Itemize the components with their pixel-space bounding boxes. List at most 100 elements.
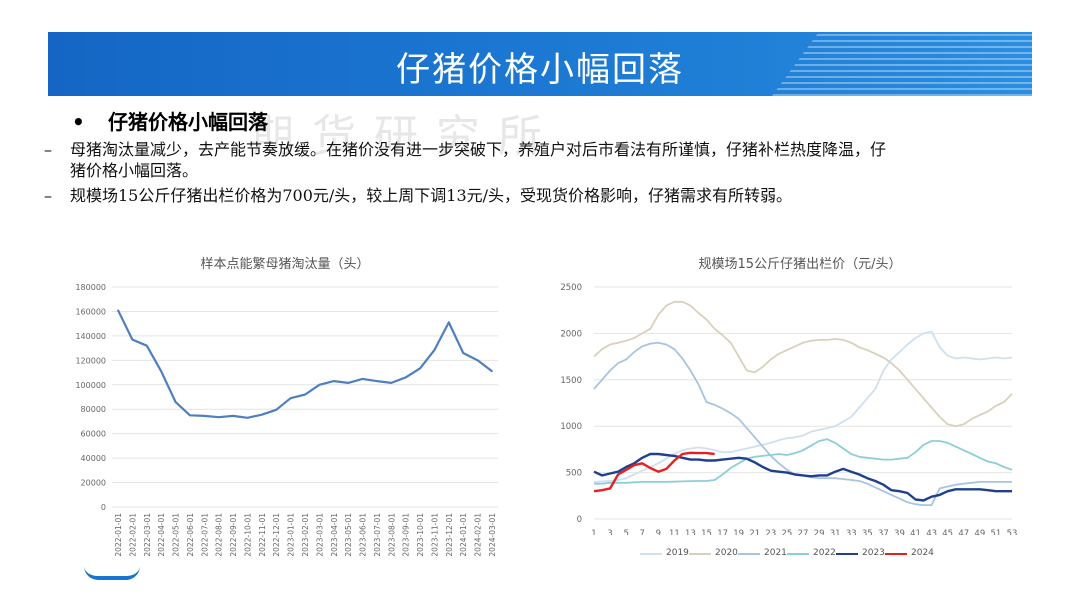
x-tick-label: 2022-05-01 [172, 513, 181, 557]
data-point [275, 409, 278, 411]
y-tick-label: 2000 [560, 329, 582, 339]
x-tick-label: 13 [685, 529, 696, 535]
data-point [332, 380, 335, 382]
logo-arc [84, 566, 140, 580]
data-point [404, 376, 407, 379]
x-tick-label: 9 [656, 529, 661, 535]
data-point [203, 415, 206, 417]
x-tick-label: 47 [958, 529, 969, 535]
x-tick-label: 29 [814, 529, 825, 535]
x-tick-label: 2024-03-01 [488, 513, 497, 557]
x-tick-label: 2023-03-01 [315, 513, 324, 557]
x-tick-label: 2023-04-01 [330, 513, 339, 557]
bullet-heading: • 仔猪价格小幅回落 [72, 108, 972, 136]
dash-marker: – [44, 186, 52, 205]
x-tick-label: 2022-11-01 [258, 513, 267, 557]
x-tick-label: 2023-10-01 [416, 513, 425, 557]
data-point [462, 352, 465, 354]
x-tick-label: 2022-09-01 [229, 513, 238, 557]
banner-stripes [772, 32, 1032, 96]
x-tick-label: 3 [607, 529, 612, 535]
data-point [174, 401, 177, 403]
data-point [189, 414, 191, 417]
legend-label: 2024 [911, 548, 934, 558]
sub-point-text: 母猪淘汰量减少，去产能节奏放缓。在猪价没有进一步突破下，养殖户对后市看法有所谨慎… [70, 140, 887, 180]
x-tick-label: 7 [640, 529, 645, 535]
x-tick-label: 49 [974, 529, 985, 535]
data-point [131, 338, 134, 341]
x-tick-label: 2023-09-01 [402, 513, 411, 557]
y-tick-label: 60000 [81, 430, 106, 439]
x-tick-label: 17 [717, 529, 728, 535]
data-point [476, 359, 479, 362]
legend-label: 2023 [862, 548, 885, 558]
y-tick-label: 500 [566, 469, 582, 479]
sub-point-text: 规模场15公斤仔猪出栏价格为700元/头，较上周下调13元/头，受现货价格影响，… [70, 186, 793, 205]
legend-swatch [787, 553, 809, 555]
data-point [304, 393, 306, 396]
bullet-text: 仔猪价格小幅回落 [108, 110, 268, 134]
data-point [246, 416, 249, 419]
x-tick-label: 2022-10-01 [243, 513, 252, 557]
legend-swatch [640, 553, 662, 555]
y-tick-label: 0 [577, 515, 582, 525]
data-point [117, 309, 119, 312]
legend-label: 2020 [715, 548, 738, 558]
x-tick-label: 2024-02-01 [474, 513, 483, 557]
x-tick-label: 25 [782, 529, 793, 535]
x-tick-label: 15 [701, 529, 712, 535]
data-point [376, 380, 378, 382]
data-point [318, 383, 321, 386]
x-tick-label: 51 [991, 529, 1002, 535]
series-line-sow-culling [117, 309, 493, 419]
x-tick-label: 21 [749, 529, 760, 535]
chart2-title: 规模场15公斤仔猪出栏价（元/头） [698, 257, 902, 272]
data-point [232, 415, 234, 417]
y-tick-label: 40000 [81, 454, 106, 463]
data-point [419, 367, 421, 370]
chart1-title: 样本点能繁母猪淘汰量（头） [200, 257, 370, 272]
title-banner: 仔猪价格小幅回落 [48, 32, 1032, 96]
x-tick-label: 2023-12-01 [445, 513, 454, 557]
x-tick-label: 2023-05-01 [344, 513, 353, 557]
x-tick-label: 45 [942, 529, 953, 535]
watermark: 期货研究所 [250, 111, 560, 162]
data-point [261, 413, 263, 416]
x-tick-label: 2022-04-01 [157, 513, 166, 557]
x-tick-label: 2022-12-01 [272, 513, 281, 557]
x-tick-label: 2022-03-01 [143, 513, 152, 557]
y-tick-label: 20000 [81, 479, 106, 488]
x-tick-label: 39 [894, 529, 905, 535]
x-tick-label: 2023-11-01 [430, 513, 439, 557]
y-tick-label: 0 [101, 503, 106, 512]
data-point [217, 416, 220, 418]
x-tick-label: 2022-01-01 [114, 513, 123, 557]
x-tick-label: 2022-08-01 [215, 513, 224, 557]
x-tick-label: 2023-07-01 [373, 513, 382, 557]
legend-swatch [885, 553, 907, 555]
y-tick-label: 120000 [75, 356, 106, 365]
data-point [390, 382, 393, 384]
x-tick-label: 27 [798, 529, 809, 535]
legend-label: 2021 [764, 548, 787, 558]
x-tick-label: 5 [623, 529, 628, 535]
x-tick-label: 23 [765, 529, 776, 535]
y-tick-label: 140000 [75, 332, 106, 341]
data-point [491, 370, 493, 373]
data-point [347, 382, 349, 384]
x-tick-label: 2023-01-01 [287, 513, 296, 557]
x-tick-label: 31 [830, 529, 841, 535]
x-tick-label: 2022-02-01 [128, 513, 137, 557]
series-line-2019 [593, 330, 1013, 483]
x-tick-label: 1 [591, 529, 596, 535]
x-tick-label: 41 [910, 529, 921, 535]
data-point [289, 397, 292, 400]
series-line-2020 [593, 300, 1013, 428]
sow-culling-chart: 0 20000 40000 60000 80000 100000 120000 140000 1… [75, 283, 498, 557]
x-tick-label: 43 [926, 529, 937, 535]
y-tick-label: 80000 [81, 405, 106, 414]
data-point [361, 378, 364, 380]
y-tick-label: 180000 [75, 283, 106, 292]
x-tick-label: 2024-01-01 [459, 513, 468, 557]
